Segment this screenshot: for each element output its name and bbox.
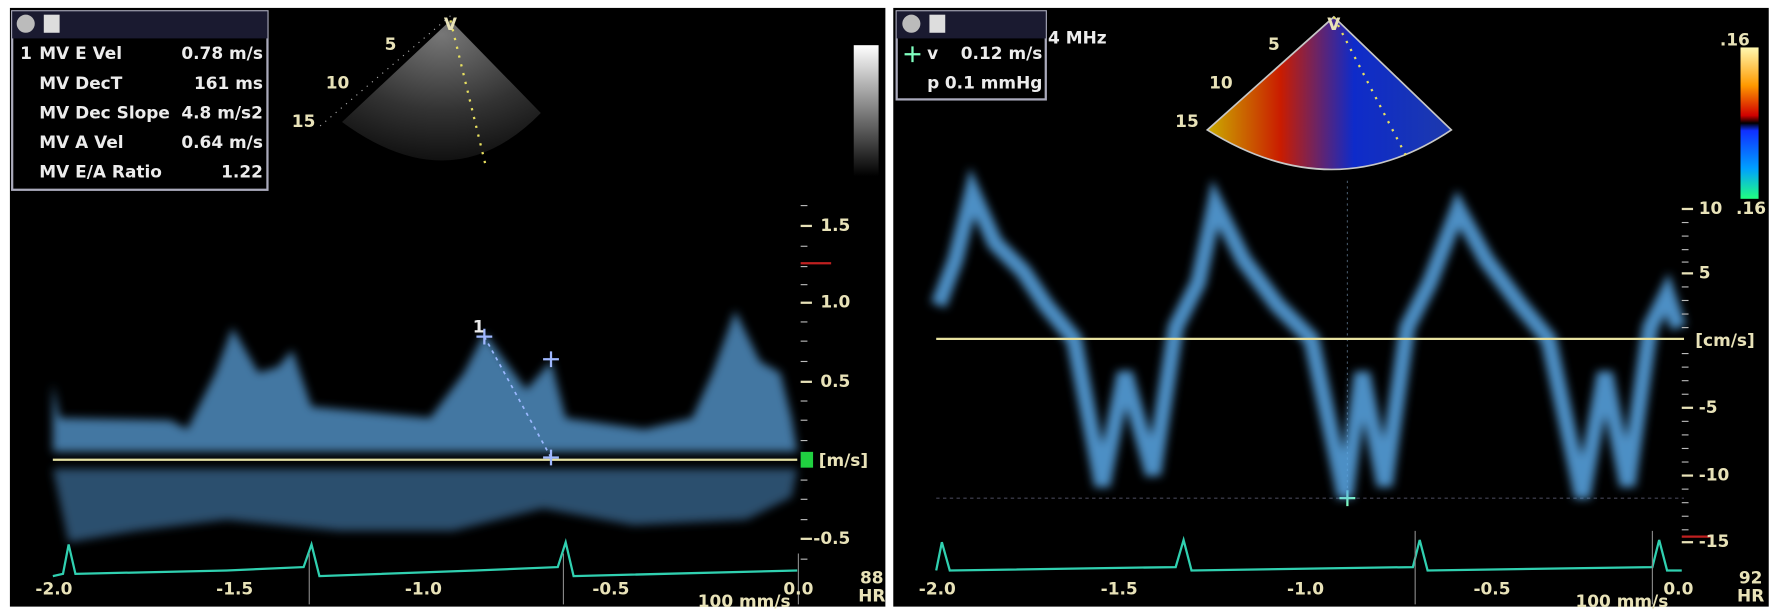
caliper-label: 1 <box>473 317 485 337</box>
measurement-name: p <box>927 73 939 93</box>
x-tick-label: -1.0 <box>1287 579 1324 599</box>
sweep-speed: 100 mm/s <box>698 591 791 610</box>
sector-label: 15 <box>1175 111 1199 131</box>
sweep-speed: 100 mm/s <box>1575 591 1668 610</box>
unit-label: [m/s] <box>819 450 868 470</box>
y-tick-label: -0.5 <box>813 528 850 548</box>
page: 1 MV E Vel 0.78 m/s MV DecT 161 ms MV Dec Slo… <box>0 0 1773 610</box>
x-tick-label: -1.5 <box>216 579 253 599</box>
measurement-value: 0.78 m/s <box>181 43 263 63</box>
x-tick-label: -0.5 <box>592 579 629 599</box>
sector-label: 10 <box>1209 73 1233 93</box>
measurement-value: 0.12 m/s <box>961 43 1043 63</box>
y-tick-label: -5 <box>1699 397 1718 417</box>
icon <box>17 15 35 33</box>
y-tick-label: 1.5 <box>820 215 850 235</box>
color-scale-bottom: .16 <box>1736 198 1766 218</box>
measurement-name: MV Dec Slope <box>39 102 170 122</box>
color-bar <box>1741 47 1759 198</box>
icon <box>902 15 920 33</box>
hr-label: HR <box>858 585 885 605</box>
sector-label: 15 <box>292 111 316 131</box>
color-scale-top: .16 <box>1720 30 1750 50</box>
measurement-value: 4.8 m/s2 <box>181 102 263 122</box>
x-tick-label: -0.5 <box>1473 579 1510 599</box>
sector-label: 5 <box>385 34 397 54</box>
measurement-name: MV A Vel <box>39 132 123 152</box>
measurement-name: MV E Vel <box>39 43 122 63</box>
heart-rate: 88 <box>860 567 884 587</box>
y-tick-label: -10 <box>1699 465 1730 485</box>
sector-label: V <box>444 14 458 34</box>
baseline-marker <box>801 452 813 468</box>
y-tick-label: -15 <box>1699 531 1730 551</box>
x-tick-label: -2.0 <box>919 579 956 599</box>
y-tick-label: 10 <box>1699 198 1723 218</box>
measurement-value: 1.22 <box>221 162 263 182</box>
y-tick-label: 5 <box>1699 262 1711 282</box>
icon <box>44 15 60 33</box>
measurement-value: 161 ms <box>194 73 263 93</box>
x-tick-label: -2.0 <box>35 579 72 599</box>
sector-label: 10 <box>326 73 350 93</box>
icon <box>929 15 945 33</box>
y-tick-label: 0.5 <box>820 371 850 391</box>
sector-label: 5 <box>1268 34 1280 54</box>
measurement-value: 0.64 m/s <box>181 132 263 152</box>
measurement-name: MV DecT <box>39 73 122 93</box>
heart-rate: 92 <box>1739 567 1763 587</box>
measurement-value: 0.1 mmHg <box>945 73 1042 93</box>
hr-label: HR <box>1737 585 1764 605</box>
measurement-name: MV E/A Ratio <box>39 162 162 182</box>
x-tick-label: -1.5 <box>1101 579 1138 599</box>
y-tick-label: 1.0 <box>820 292 850 312</box>
frequency: 4 MHz <box>1048 27 1107 47</box>
measurement-name: v <box>927 43 938 63</box>
unit-label: [cm/s] <box>1695 330 1754 350</box>
measurement-index: 1 <box>20 43 32 63</box>
gray-bar <box>854 45 879 176</box>
sector-label: V <box>1327 14 1341 34</box>
x-tick-label: -1.0 <box>405 579 442 599</box>
screenshot: 1 MV E Vel 0.78 m/s MV DecT 161 ms MV Dec Slo… <box>0 0 1773 610</box>
